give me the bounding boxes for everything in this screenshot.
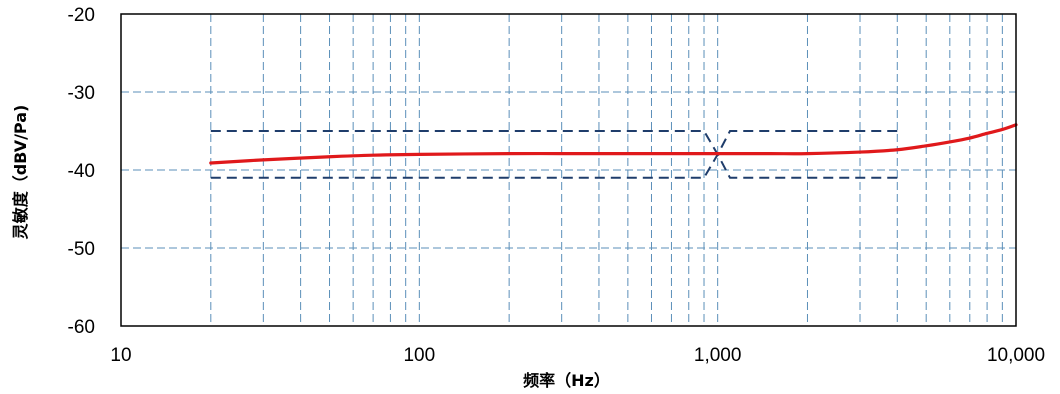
- grid: [121, 14, 1016, 326]
- series: [209, 123, 1018, 165]
- x-tick-label: 1,000: [694, 345, 742, 366]
- x-tick-label: 100: [403, 345, 435, 366]
- sensitivity-curve: [209, 123, 1018, 165]
- tick-labels: 10 100 1,000 10,000 -20 -30 -40 -50 -60: [68, 5, 1046, 366]
- y-tick-label: -40: [68, 161, 95, 182]
- y-axis-title: 灵敏度（dBV/Pa): [11, 105, 30, 240]
- y-tick-label: -30: [68, 83, 95, 104]
- y-tick-label: -60: [68, 317, 95, 338]
- x-tick-label: 10,000: [987, 345, 1045, 366]
- x-axis-title: 频率（Hz）: [523, 371, 610, 390]
- y-tick-label: -20: [68, 5, 95, 26]
- plot-frame: [120, 13, 1017, 327]
- y-tick-label: -50: [68, 239, 95, 260]
- tolerance-upper-line: [210, 130, 898, 157]
- x-tick-label: 10: [110, 345, 131, 366]
